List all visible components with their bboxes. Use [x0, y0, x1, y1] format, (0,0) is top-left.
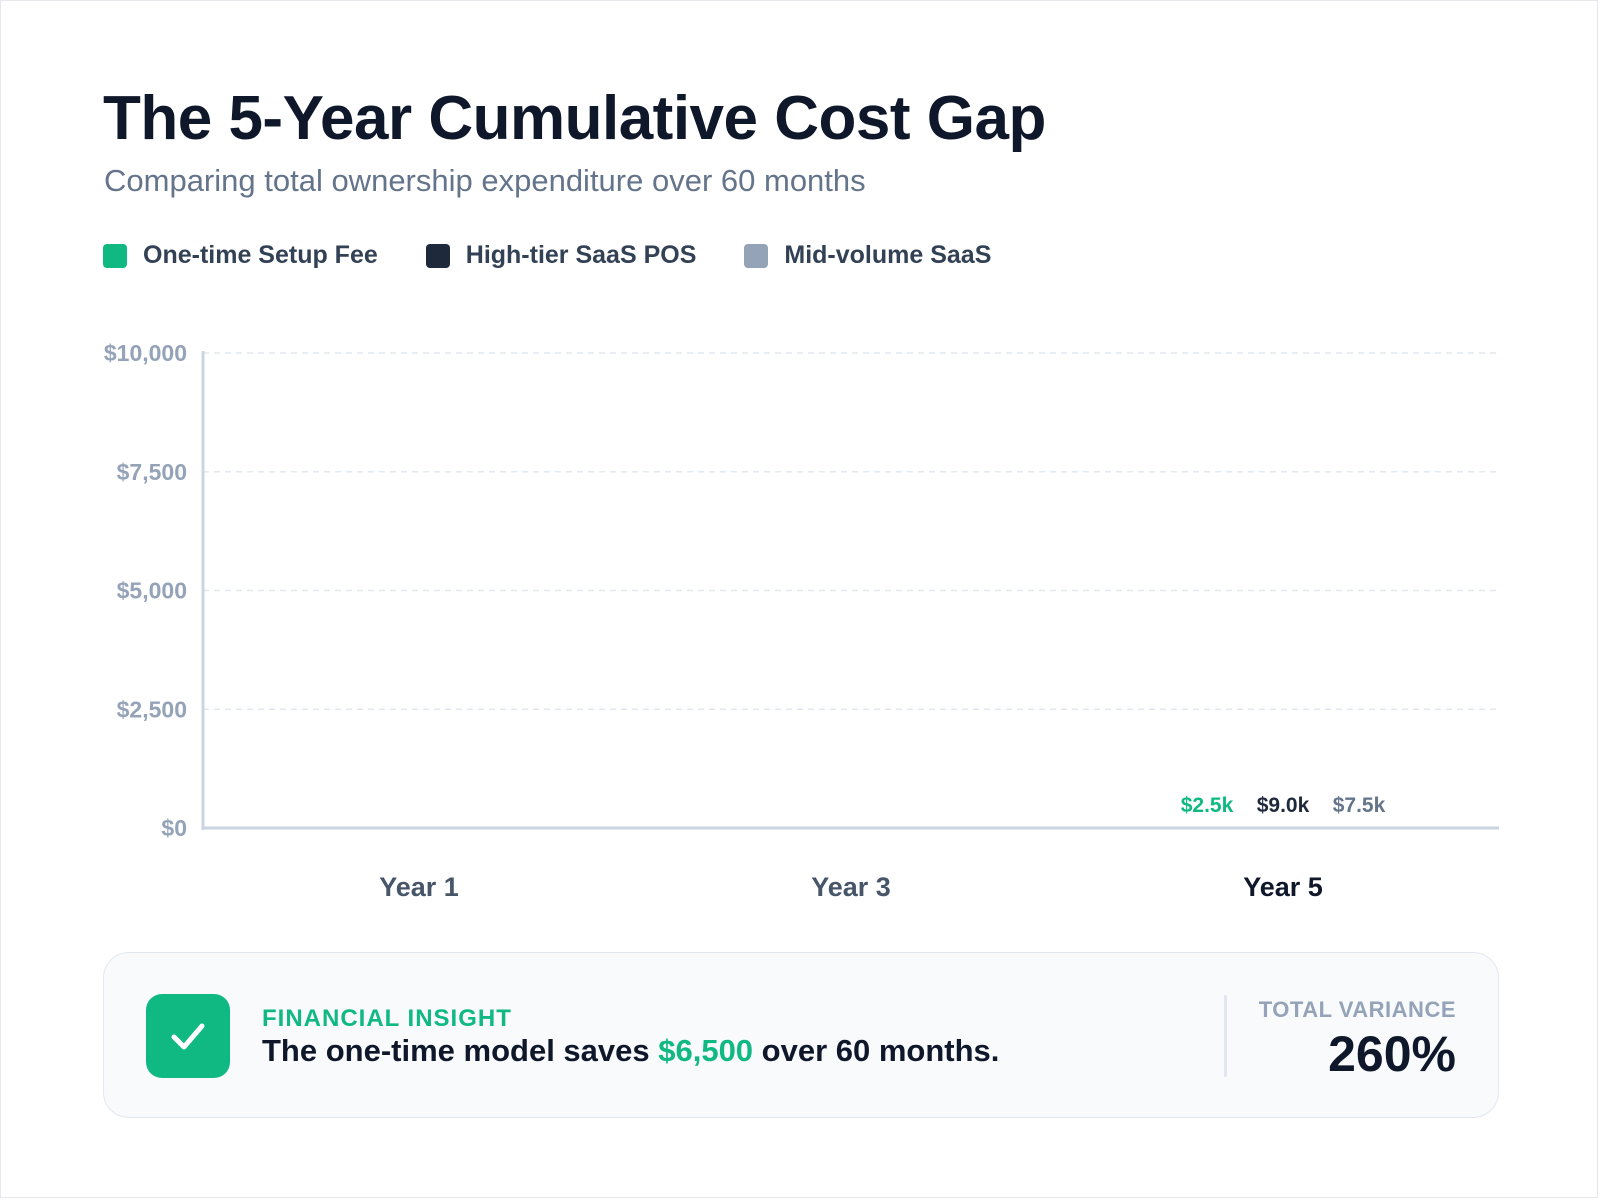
insight-text-after: over 60 months.: [753, 1033, 1000, 1068]
legend-label-mid-volume-saas: Mid-volume SaaS: [784, 241, 992, 269]
total-variance-value: 260%: [1328, 1026, 1456, 1082]
data-label: $7.5k: [1333, 794, 1386, 817]
bar-chart: $0 $2,500 $5,000 $7,500 $10,000 Year 1 Year 3 Y…: [104, 340, 1499, 901]
legend-swatch-setup-fee: [103, 243, 127, 268]
x-tick-label: Year 1: [379, 872, 459, 901]
legend-label-high-tier-saas: High-tier SaaS POS: [465, 241, 697, 269]
page-subtitle: Comparing total ownership expenditure ov…: [104, 163, 866, 198]
check-icon: [146, 994, 230, 1078]
x-tick-label: Year 3: [811, 872, 891, 901]
legend-item-setup-fee: One-time Setup Fee: [103, 241, 378, 270]
insight-text-before: The one-time model saves: [262, 1033, 659, 1068]
chart-legend: One-time Setup Fee High-tier SaaS POS Mi…: [103, 241, 1039, 270]
legend-label-setup-fee: One-time Setup Fee: [143, 241, 378, 269]
legend-swatch-high-tier-saas: [425, 243, 450, 268]
total-variance-label: TOTAL VARIANCE: [1258, 997, 1456, 1022]
page-title: The 5-Year Cumulative Cost Gap: [103, 84, 1046, 153]
financial-insight-panel: FINANCIAL INSIGHT The one-time model sav…: [103, 952, 1499, 1118]
legend-swatch-mid-volume-saas: [744, 243, 769, 268]
y-tick-label: $10,000: [104, 340, 187, 366]
y-tick-label: $5,000: [117, 578, 187, 604]
x-tick-label: Year 5: [1243, 872, 1323, 901]
y-tick-label: $0: [161, 815, 187, 841]
insight-savings-amount: $6,500: [658, 1033, 754, 1068]
y-tick-label: $2,500: [117, 696, 187, 722]
insight-eyebrow: FINANCIAL INSIGHT: [262, 1005, 512, 1032]
data-label: $2.5k: [1181, 794, 1234, 817]
insight-divider: [1224, 995, 1227, 1077]
data-label: $9.0k: [1257, 794, 1310, 817]
y-tick-label: $7,500: [117, 459, 187, 485]
insight-message: The one-time model saves $6,500 over 60 …: [262, 1033, 999, 1069]
legend-item-mid-volume-saas: Mid-volume SaaS: [744, 241, 991, 270]
legend-item-high-tier-saas: High-tier SaaS POS: [425, 241, 697, 270]
